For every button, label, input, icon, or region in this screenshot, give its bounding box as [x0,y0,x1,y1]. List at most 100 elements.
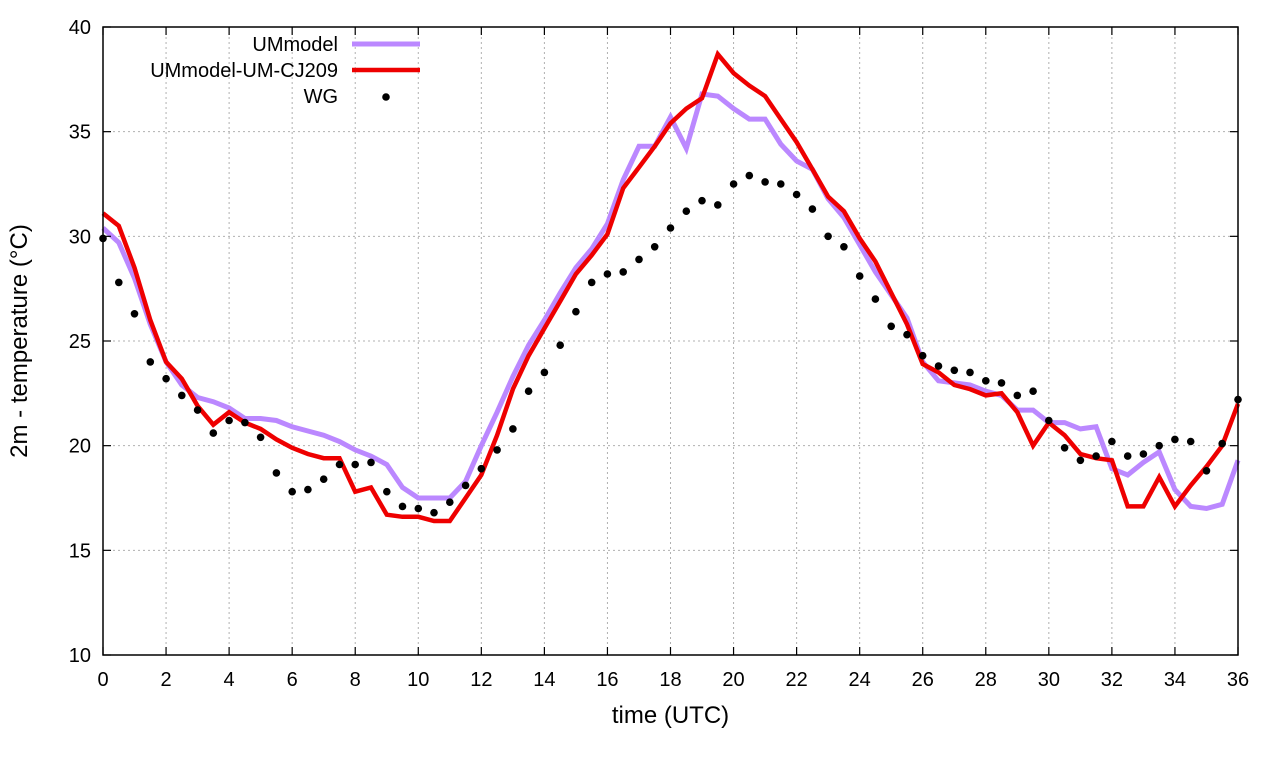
data-point-wg [1139,450,1148,458]
data-point-wg [635,255,643,264]
data-point-wg [587,278,596,287]
legend-label-ummodel-um-cj209: UMmodel-UM-CJ209 [150,60,338,82]
data-point-wg [288,487,297,496]
legend-label-wg: WG [304,86,338,108]
data-point-wg [383,487,391,496]
x-tick-label: 30 [1038,669,1060,691]
axis-ticks: 0 2 4 6 8 10 12 14 16 18 20 22 24 26 28 30 32 34 361015202… [69,17,1249,691]
x-axis-title: time (UTC) [612,702,729,729]
y-axis-title: 2m - temperature (°C) [6,224,33,458]
data-point-wg [745,171,754,180]
x-tick-label: 4 [224,669,235,691]
data-point-wg [808,205,817,213]
data-point-wg [761,178,769,186]
data-point-wg [241,418,249,427]
y-tick-label: 15 [69,540,91,562]
data-point-wg [1218,439,1226,448]
x-tick-label: 10 [407,669,429,691]
x-tick-label: 28 [975,669,997,691]
data-point-wg [115,278,123,287]
data-point-wg [493,446,501,454]
x-tick-label: 26 [912,669,934,691]
x-tick-label: 22 [785,669,807,691]
data-point-wg [461,481,470,490]
data-point-wg [934,362,943,370]
data-point-wg [714,201,722,209]
data-point-wg [1155,441,1163,450]
legend: UMmodel UMmodel-UM-CJ209 WG [150,34,420,108]
data-point-wg [351,460,360,469]
data-point-wg [319,475,328,484]
data-point-wg [966,368,974,377]
data-point-wg [603,270,612,278]
data-point-wg [918,351,927,360]
data-point-wg [414,504,423,513]
data-point-wg [1076,456,1085,465]
data-point-wg [162,374,170,383]
data-point-wg [540,368,549,377]
x-tick-label: 0 [97,669,108,691]
data-point-wg [335,460,344,469]
data-point-wg [824,232,832,241]
data-point-wg [193,406,202,414]
x-tick-label: 16 [596,669,618,691]
y-tick-label: 35 [69,122,91,144]
data-point-wg [178,391,186,400]
data-point-wg [209,429,218,437]
data-point-wg [130,310,139,318]
data-point-wg [1186,437,1195,446]
x-tick-label: 36 [1227,669,1249,691]
data-point-wg [650,243,659,251]
y-tick-label: 20 [69,436,91,458]
x-tick-label: 34 [1164,669,1186,691]
data-point-wg [256,433,265,442]
data-point-wg [524,387,533,396]
data-point-wg [871,295,880,303]
data-point-wg [997,379,1006,387]
data-point-wg [855,272,864,280]
data-point-wg [1029,387,1037,396]
data-point-wg [619,268,627,276]
data-point-wg [304,485,312,494]
data-point-wg [1092,452,1100,460]
data-point-wg [698,196,706,205]
data-point-wg [950,366,959,375]
data-point-wg [1202,467,1211,475]
y-tick-label: 10 [69,645,91,667]
data-point-wg [146,358,155,366]
data-point-wg [446,498,454,507]
y-tick-label: 25 [69,331,91,353]
data-point-wg [887,322,895,331]
data-point-wg [777,180,785,188]
legend-label-ummodel: UMmodel [252,34,338,56]
x-tick-label: 24 [849,669,871,691]
data-point-wg [430,508,438,517]
x-tick-label: 8 [350,669,361,691]
x-tick-label: 32 [1101,669,1123,691]
x-tick-label: 18 [659,669,681,691]
data-point-wg [903,330,911,339]
x-tick-label: 12 [470,669,492,691]
data-point-wg [1060,444,1069,452]
data-point-wg [1013,391,1022,400]
data-point-wg [272,469,281,477]
x-tick-label: 6 [287,669,298,691]
data-point-wg [682,207,691,215]
data-point-wg [477,464,486,473]
data-point-wg [225,416,233,425]
data-point-wg [840,243,848,251]
data-point-wg [1045,416,1053,425]
data-point-wg [1108,437,1116,446]
data-point-wg [729,180,738,188]
legend-swatch-wg [382,93,390,101]
grid [103,27,1238,655]
x-tick-label: 14 [533,669,555,691]
data-point-wg [666,224,675,232]
series-layer [99,49,1242,524]
y-tick-label: 40 [69,17,91,39]
x-tick-label: 2 [160,669,171,691]
data-point-wg [556,341,564,350]
data-point-wg [1123,452,1132,460]
x-tick-label: 20 [722,669,744,691]
